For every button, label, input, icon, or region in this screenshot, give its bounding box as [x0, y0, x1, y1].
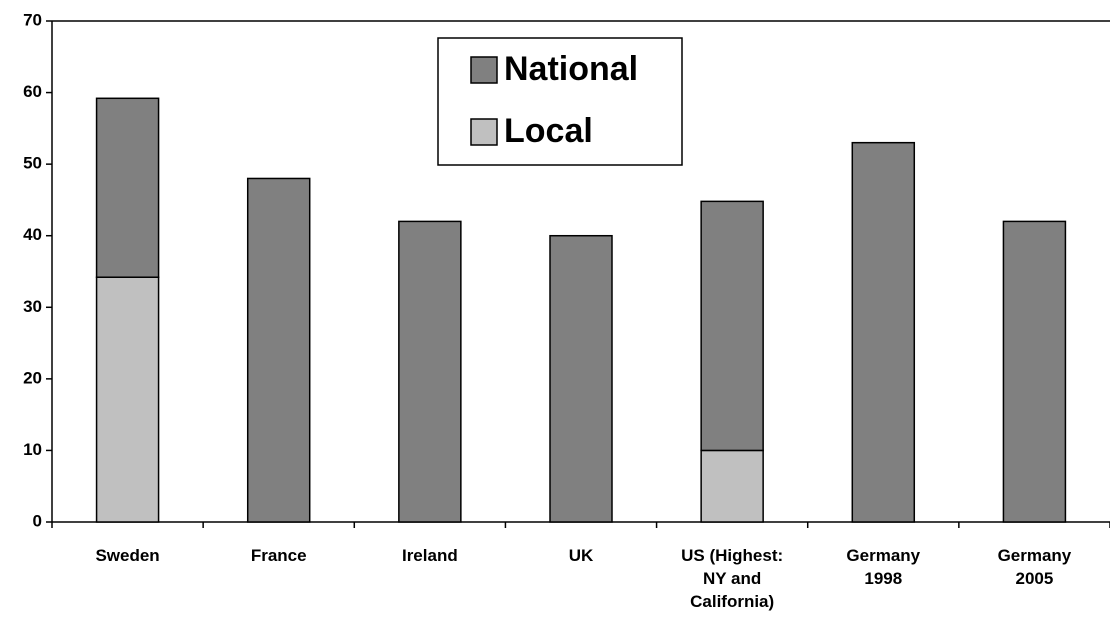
bar-segment — [700, 200, 764, 452]
legend-label: National — [504, 50, 638, 88]
y-tick-label: 70 — [23, 10, 42, 29]
x-tick-label: Germany 2005 — [997, 546, 1072, 588]
bar-segment — [398, 220, 462, 523]
x-tick-label: Sweden — [95, 546, 160, 565]
y-tick-label: 40 — [23, 225, 42, 244]
x-tick-label: France — [250, 546, 307, 565]
y-tick-label: 10 — [23, 440, 42, 459]
bar-segment — [1002, 220, 1067, 523]
y-tick-label: 50 — [23, 154, 42, 173]
x-tick-label: US (Highest: NY and California) — [681, 546, 784, 611]
bar-segment — [851, 141, 916, 523]
bar-segment — [95, 276, 160, 523]
bar-segment — [246, 177, 311, 523]
legend-swatch — [470, 118, 498, 146]
legend-label: Local — [504, 112, 593, 150]
bar-segment — [95, 97, 160, 278]
bar-segment — [700, 449, 764, 523]
y-tick-label: 0 — [33, 511, 42, 530]
x-tick-label: Ireland — [401, 546, 458, 565]
x-tick-label: UK — [568, 546, 594, 565]
y-tick-label: 20 — [23, 368, 42, 387]
x-tick-label: Germany 1998 — [846, 546, 921, 588]
y-tick-label: 30 — [23, 297, 42, 316]
y-tick-label: 60 — [23, 82, 42, 101]
legend-swatch — [470, 56, 498, 84]
bar-segment — [549, 234, 613, 523]
